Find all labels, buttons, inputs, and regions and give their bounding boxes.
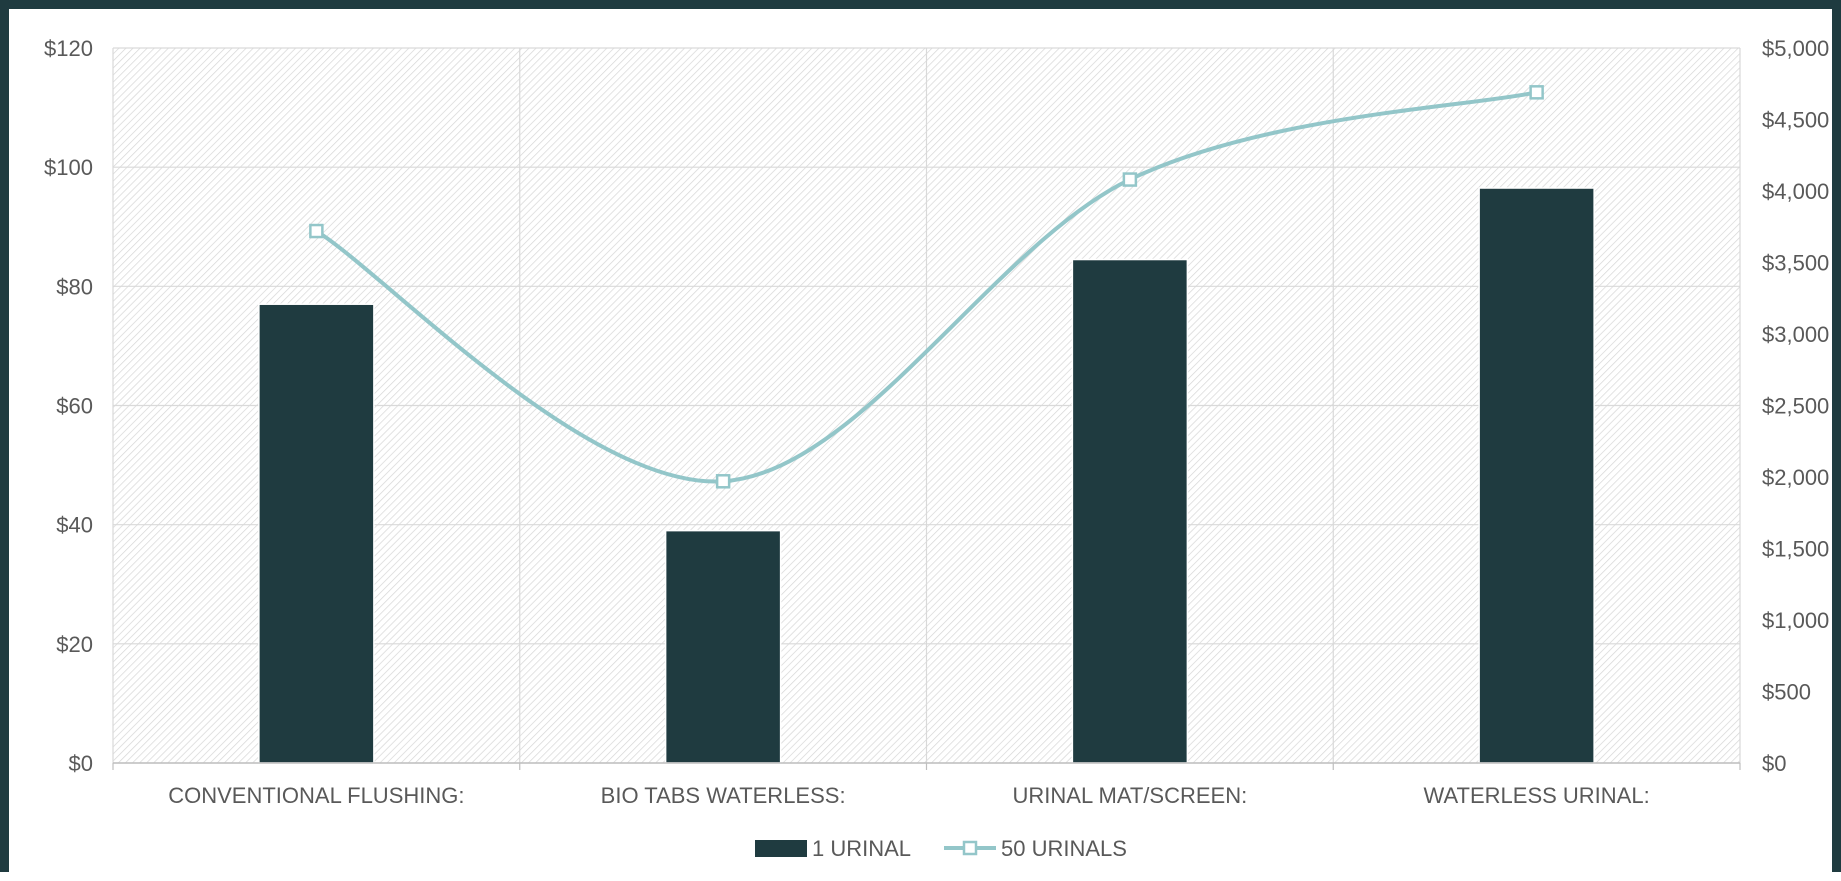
y-right-tick-label: $3,000: [1762, 322, 1829, 347]
y-left-tick-label: $0: [69, 751, 93, 776]
y-right-tick-label: $3,500: [1762, 251, 1829, 276]
y-right-tick-label: $4,000: [1762, 179, 1829, 204]
x-category-label: WATERLESS URINAL:: [1424, 783, 1650, 808]
legend-marker-50-urinals: [962, 840, 978, 856]
y-right-tick-label: $2,500: [1762, 394, 1829, 419]
y-left-tick-label: $40: [56, 513, 93, 538]
y-right-tick-label: $1,000: [1762, 608, 1829, 633]
legend: 1 URINAL 50 URINALS: [755, 836, 1127, 861]
axes: $0 $20 $40 $60 $80 $100 $120 $0 $500 $1,000 $1,500…: [44, 36, 1829, 808]
legend-swatch-1-urinal: [755, 840, 807, 857]
line-marker: [715, 474, 731, 489]
x-category-label: URINAL MAT/SCREEN:: [1013, 783, 1248, 808]
y-right-tick-label: $5,000: [1762, 36, 1829, 61]
x-category-label: BIO TABS WATERLESS:: [601, 783, 846, 808]
y-left-tick-label: $100: [44, 155, 93, 180]
y-left-tick-label: $80: [56, 274, 93, 299]
y-right-tick-label: $0: [1762, 751, 1786, 776]
y-right-tick-label: $1,500: [1762, 537, 1829, 562]
line-marker: [309, 223, 324, 239]
legend-label-1-urinal: 1 URINAL: [812, 836, 911, 861]
line-series: [309, 85, 1544, 489]
legend-label-50-urinals: 50 URINALS: [1001, 836, 1127, 861]
y-right-tick-label: $2,000: [1762, 465, 1829, 490]
bar: [258, 303, 375, 764]
bar: [664, 529, 782, 764]
bar-series: [258, 187, 1595, 764]
bar: [1478, 187, 1595, 764]
x-category-label: CONVENTIONAL FLUSHING:: [168, 783, 464, 808]
y-right-tick-label: $4,500: [1762, 108, 1829, 133]
line-marker: [1122, 172, 1138, 187]
bar: [1071, 258, 1189, 764]
line-series-path: [315, 90, 1538, 484]
chart: $0 $20 $40 $60 $80 $100 $120 $0 $500 $1,000 $1,500…: [44, 36, 1829, 861]
y-left-tick-label: $60: [56, 394, 93, 419]
line-marker: [1529, 85, 1544, 100]
y-left-tick-label: $20: [56, 632, 93, 657]
y-left-tick-label: $120: [44, 36, 93, 61]
gridlines: [112, 47, 1741, 764]
y-right-tick-label: $500: [1762, 680, 1811, 705]
